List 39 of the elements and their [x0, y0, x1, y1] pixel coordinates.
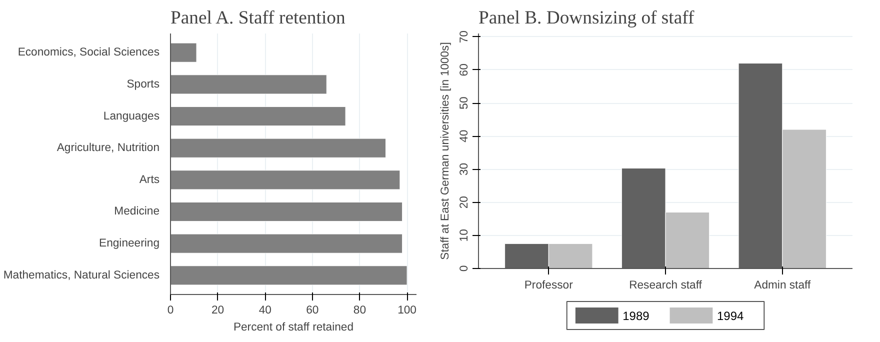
bar — [170, 106, 346, 126]
chart-title: Panel B. Downsizing of staff — [478, 8, 696, 28]
x-tick-label: 20 — [212, 304, 224, 316]
y-tick-label: 40 — [458, 130, 470, 142]
y-tick-label: Sports — [126, 78, 160, 90]
x-tick-label: Research staff — [629, 280, 703, 292]
y-tick-label: Arts — [139, 174, 160, 186]
y-tick-label: Languages — [103, 110, 160, 122]
x-axis-title: Percent of staff retained — [233, 322, 354, 334]
legend-label: 1994 — [716, 309, 744, 323]
x-tick-label: 0 — [167, 304, 174, 316]
bar — [170, 266, 408, 286]
y-tick-label: 20 — [458, 196, 470, 209]
y-tick-label: Mathematics, Natural Sciences — [3, 269, 160, 282]
x-tick-label: 60 — [306, 304, 319, 316]
y-tick-label: Engineering — [99, 238, 160, 250]
legend-label: 1989 — [622, 309, 650, 323]
bar — [170, 170, 400, 190]
y-tick-label: 0 — [458, 265, 470, 272]
y-tick-label: Agriculture, Nutrition — [56, 142, 160, 154]
y-tick-label: Economics, Social Sciences — [18, 46, 160, 59]
bar — [170, 202, 403, 222]
y-tick-label: 50 — [458, 96, 470, 110]
x-tick-label: 40 — [258, 304, 272, 316]
chart-title: Panel A. Staff retention — [170, 8, 346, 28]
y-tick-label: 10 — [458, 229, 470, 242]
bar — [170, 42, 197, 62]
y-tick-label: Medicine — [114, 206, 160, 218]
bar — [170, 138, 386, 158]
y-axis-title: Staff at East German universities [in 1000s] — [440, 42, 452, 260]
y-tick-label: 30 — [458, 162, 470, 176]
x-tick-label: 100 — [398, 304, 416, 316]
x-tick-label: 80 — [353, 304, 366, 316]
bar — [170, 74, 327, 94]
bar — [170, 234, 403, 254]
y-tick-label: 60 — [458, 64, 470, 76]
x-tick-label: Admin staff — [754, 280, 812, 292]
y-tick-label: 70 — [458, 30, 470, 44]
x-tick-label: Professor — [524, 280, 574, 292]
